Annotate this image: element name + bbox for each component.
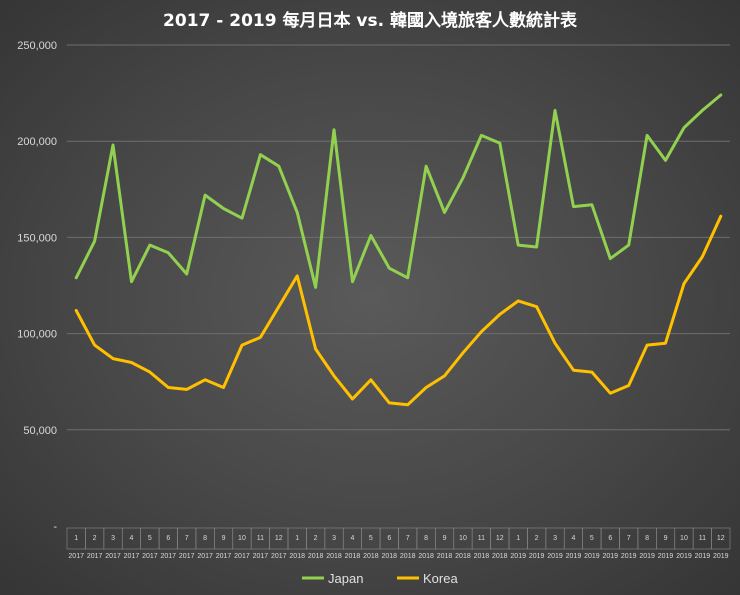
x-tick-year: 2019: [639, 553, 655, 560]
series-line-korea: [74, 214, 723, 407]
x-tick-year: 2018: [326, 553, 342, 560]
x-tick-month: 6: [166, 535, 170, 542]
x-tick-year: 2019: [603, 553, 619, 560]
x-tick-month: 9: [664, 535, 668, 542]
x-tick-year: 2017: [234, 553, 250, 560]
x-tick-year: 2018: [345, 553, 361, 560]
series-line-japan: [74, 93, 723, 289]
x-tick-month: 2: [535, 535, 539, 542]
x-tick-year: 2018: [492, 553, 508, 560]
x-tick-year: 2018: [382, 553, 398, 560]
x-tick-month: 3: [553, 535, 557, 542]
x-tick-year: 2019: [621, 553, 637, 560]
x-tick-year: 2017: [68, 553, 84, 560]
x-tick-year: 2017: [271, 553, 287, 560]
x-tick-year: 2019: [695, 553, 711, 560]
x-tick-month: 6: [387, 535, 391, 542]
x-tick-month: 1: [74, 535, 78, 542]
x-tick-year: 2018: [363, 553, 379, 560]
x-tick-year: 2017: [253, 553, 269, 560]
x-tick-year: 2019: [566, 553, 582, 560]
y-tick-label: 150,000: [17, 232, 57, 244]
x-tick-month: 2: [93, 535, 97, 542]
x-tick-year: 2017: [87, 553, 103, 560]
x-tick-month: 9: [222, 535, 226, 542]
x-tick-year: 2018: [308, 553, 324, 560]
y-tick-label: 250,000: [17, 40, 57, 52]
x-tick-month: 1: [516, 535, 520, 542]
x-tick-month: 7: [406, 535, 410, 542]
x-tick-year: 2017: [179, 553, 195, 560]
x-tick-year: 2017: [124, 553, 140, 560]
x-tick-month: 6: [608, 535, 612, 542]
x-tick-month: 10: [680, 535, 688, 542]
x-tick-month: 7: [185, 535, 189, 542]
x-tick-month: 11: [478, 535, 485, 542]
x-tick-year: 2019: [676, 553, 692, 560]
x-tick-month: 3: [332, 535, 336, 542]
x-tick-year: 2018: [289, 553, 305, 560]
x-tick-year: 2017: [161, 553, 177, 560]
legend-label-japan: Japan: [328, 571, 363, 586]
x-tick-year: 2017: [216, 553, 232, 560]
x-tick-year: 2018: [455, 553, 471, 560]
x-tick-month: 10: [459, 535, 467, 542]
x-tick-month: 8: [645, 535, 649, 542]
x-tick-month: 4: [572, 535, 576, 542]
x-tick-month: 12: [496, 535, 504, 542]
y-tick-label: 50,000: [23, 425, 57, 437]
x-tick-year: 2018: [418, 553, 434, 560]
chart-title: 2017 - 2019 每月日本 vs. 韓國入境旅客人數統計表: [163, 11, 577, 31]
x-tick-year: 2019: [547, 553, 563, 560]
x-tick-month: 7: [627, 535, 631, 542]
x-tick-year: 2018: [400, 553, 416, 560]
x-tick-month: 11: [257, 535, 264, 542]
x-tick-year: 2017: [142, 553, 158, 560]
y-tick-label: -: [53, 521, 57, 533]
x-tick-year: 2019: [713, 553, 729, 560]
legend-label-korea: Korea: [423, 571, 458, 586]
x-tick-year: 2019: [529, 553, 545, 560]
y-tick-label: 200,000: [17, 136, 57, 148]
x-tick-month: 2: [314, 535, 318, 542]
x-tick-month: 5: [590, 535, 594, 542]
x-tick-month: 1: [295, 535, 299, 542]
x-tick-month: 12: [717, 535, 725, 542]
x-tick-month: 5: [148, 535, 152, 542]
x-category-cell: [711, 527, 731, 550]
x-tick-year: 2019: [658, 553, 674, 560]
x-tick-month: 10: [238, 535, 246, 542]
x-tick-month: 8: [203, 535, 207, 542]
x-tick-month: 4: [351, 535, 355, 542]
x-tick-year: 2017: [197, 553, 213, 560]
x-tick-month: 4: [130, 535, 134, 542]
x-tick-month: 9: [443, 535, 447, 542]
x-tick-year: 2019: [510, 553, 526, 560]
x-tick-month: 8: [424, 535, 428, 542]
y-tick-label: 100,000: [17, 329, 57, 341]
x-tick-year: 2018: [474, 553, 490, 560]
x-tick-month: 5: [369, 535, 373, 542]
x-tick-year: 2019: [584, 553, 600, 560]
x-tick-year: 2018: [437, 553, 453, 560]
x-tick-month: 11: [699, 535, 706, 542]
x-tick-month: 12: [275, 535, 283, 542]
x-tick-month: 3: [111, 535, 115, 542]
x-tick-year: 2017: [105, 553, 121, 560]
